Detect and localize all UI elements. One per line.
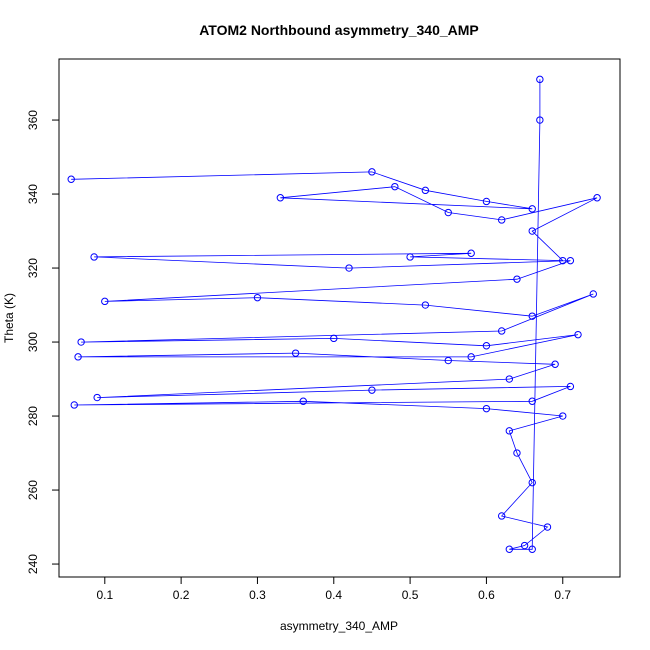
plot-frame — [58, 58, 621, 578]
data-point — [513, 275, 521, 283]
data-point — [528, 227, 536, 235]
data-point — [559, 256, 567, 265]
data-point — [528, 478, 536, 487]
data-point — [497, 216, 506, 224]
y-axis-label: Theta (K) — [2, 293, 16, 343]
x-tick-label: 0.2 — [173, 588, 190, 602]
y-tick-label: 320 — [26, 258, 40, 278]
y-axis: 240 260 280 300 320 340 360 — [26, 110, 60, 574]
data-point — [536, 116, 544, 124]
data-point — [299, 397, 307, 405]
data-series — [67, 75, 601, 553]
data-point — [566, 256, 575, 265]
data-point — [421, 186, 430, 195]
data-point — [391, 182, 399, 191]
y-tick-label: 360 — [26, 110, 40, 130]
data-point — [589, 290, 597, 298]
data-point — [593, 194, 601, 202]
data-point — [444, 356, 452, 365]
data-point — [291, 349, 300, 357]
x-axis: 0.1 0.2 0.3 0.4 0.5 0.6 0.7 — [96, 576, 571, 602]
data-point — [444, 208, 452, 217]
data-point — [74, 353, 82, 361]
chart-title: ATOM2 Northbound asymmetry_340_AMP — [199, 22, 479, 38]
data-point — [482, 197, 491, 206]
data-point — [543, 523, 552, 531]
x-tick-label: 0.3 — [249, 588, 266, 602]
data-point — [528, 312, 536, 320]
data-point — [368, 386, 376, 394]
x-axis-label: asymmetry_340_AMP — [280, 619, 398, 633]
data-point — [482, 404, 491, 413]
plot-area — [58, 58, 621, 578]
data-point — [276, 194, 285, 202]
x-tick-label: 0.1 — [96, 588, 113, 602]
data-point — [482, 342, 491, 350]
data-point — [574, 330, 582, 339]
data-point — [536, 75, 544, 84]
data-point — [513, 449, 521, 457]
data-point — [330, 334, 338, 343]
data-point — [528, 397, 536, 405]
data-point — [505, 427, 514, 435]
y-tick-label: 260 — [26, 480, 40, 500]
data-point — [253, 293, 262, 302]
data-point — [70, 401, 78, 409]
x-tick-label: 0.6 — [478, 588, 495, 602]
series-line — [71, 79, 598, 550]
data-point — [67, 175, 75, 183]
data-point — [77, 338, 85, 346]
x-tick-label: 0.5 — [402, 588, 419, 602]
data-point — [505, 545, 514, 553]
y-tick-label: 340 — [26, 184, 40, 204]
data-point — [497, 512, 506, 520]
data-point — [467, 353, 475, 361]
data-point — [528, 205, 536, 213]
data-point — [551, 360, 559, 368]
data-point — [559, 412, 567, 420]
data-point — [497, 327, 506, 335]
data-point — [345, 264, 353, 272]
y-tick-label: 300 — [26, 332, 40, 352]
x-tick-label: 0.7 — [554, 588, 571, 602]
data-point — [368, 168, 376, 176]
data-point — [101, 297, 109, 306]
data-point — [406, 253, 414, 261]
y-tick-label: 280 — [26, 406, 40, 426]
data-point — [505, 375, 514, 383]
data-point — [467, 249, 475, 257]
y-tick-label: 240 — [26, 554, 40, 574]
data-point — [520, 541, 529, 550]
data-point — [93, 393, 101, 402]
data-point — [566, 382, 575, 391]
x-tick-label: 0.4 — [325, 588, 342, 602]
data-point — [90, 253, 98, 261]
data-point — [528, 545, 536, 553]
data-point — [421, 301, 430, 309]
